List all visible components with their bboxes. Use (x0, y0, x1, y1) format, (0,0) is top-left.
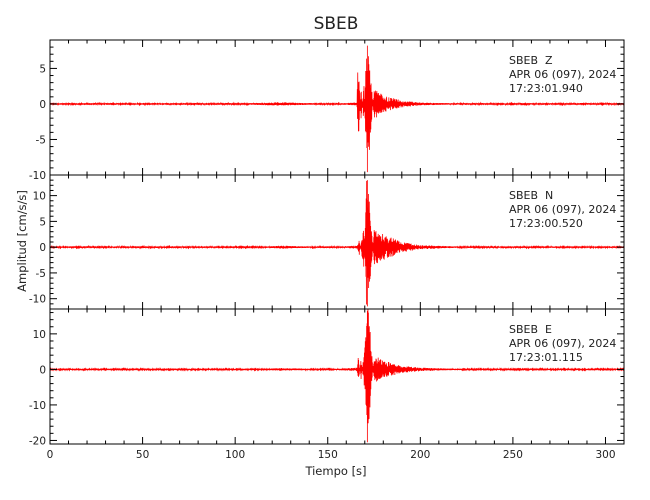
x-tick-label: 100 (225, 449, 245, 461)
y-tick-label: -10 (29, 294, 46, 306)
y-tick-label: -5 (36, 134, 46, 146)
date-label: APR 06 (097), 2024 (509, 337, 616, 350)
trace-z (49, 45, 625, 173)
date-label: APR 06 (097), 2024 (509, 203, 616, 216)
x-tick-label: 200 (410, 449, 430, 461)
station-label: SBEB (509, 189, 538, 202)
time-label: 17:23:01.115 (509, 351, 583, 364)
y-tick-label: 5 (39, 63, 46, 75)
x-tick-label: 150 (318, 449, 338, 461)
component-label: N (545, 189, 553, 202)
time-label: 17:23:00.520 (509, 217, 583, 230)
y-tick-label: -5 (36, 268, 46, 280)
y-axis-title: Amplitud [cm/s/s] (15, 190, 29, 292)
x-tick-label: 50 (136, 449, 149, 461)
y-tick-label: 10 (33, 329, 46, 341)
component-label: Z (545, 54, 553, 67)
time-label: 17:23:01.940 (509, 82, 583, 95)
x-tick-label: 0 (47, 449, 54, 461)
station-label: SBEB (509, 323, 538, 336)
y-tick-label: 10 (33, 191, 46, 203)
y-tick-label: 5 (39, 216, 46, 228)
x-axis-title: Tiempo [s] (304, 464, 366, 478)
y-tick-label: 0 (39, 242, 46, 254)
y-tick-label: -20 (29, 435, 46, 447)
station-label: SBEB (509, 54, 538, 67)
date-label: APR 06 (097), 2024 (509, 68, 616, 81)
trace-n (49, 180, 625, 307)
y-tick-label: 0 (39, 364, 46, 376)
chart-title: SBEB (314, 14, 359, 34)
component-label: E (545, 323, 552, 336)
y-tick-label: -10 (29, 170, 46, 182)
y-tick-label: 0 (39, 99, 46, 111)
x-tick-label: 300 (595, 449, 615, 461)
trace-e (49, 308, 625, 443)
y-tick-label: -10 (29, 400, 46, 412)
x-tick-label: 250 (503, 449, 523, 461)
